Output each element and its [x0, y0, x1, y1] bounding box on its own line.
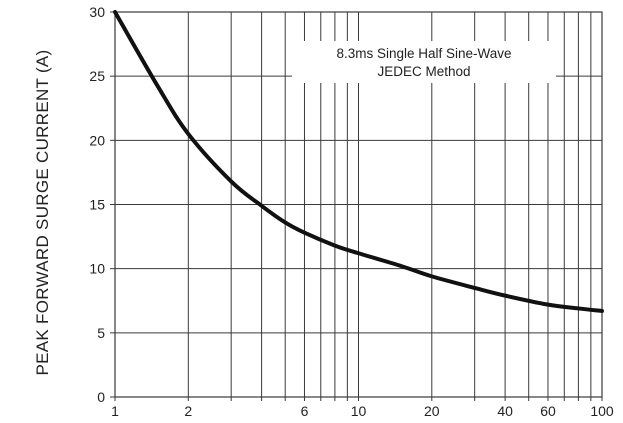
y-axis-label: PEAK FORWARD SURGE CURRENT (A) — [33, 49, 52, 375]
y-tick-label: 15 — [89, 197, 105, 213]
x-tick-labels: 1 2 6 10 20 40 60 100 — [111, 403, 614, 419]
y-tick-label: 25 — [89, 68, 105, 84]
annotation-box: 8.3ms Single Half Sine-Wave JEDEC Method — [292, 41, 556, 83]
annotation-line-1: 8.3ms Single Half Sine-Wave — [336, 46, 511, 61]
x-tick-label: 6 — [301, 403, 309, 419]
annotation-background — [292, 41, 556, 83]
x-tick-label: 10 — [351, 403, 367, 419]
y-tick-labels: 0 5 10 15 20 25 30 — [89, 4, 105, 405]
y-tick-label: 10 — [89, 261, 105, 277]
x-tick-label: 40 — [497, 403, 513, 419]
y-tick-label: 30 — [89, 4, 105, 20]
x-tick-label: 20 — [424, 403, 440, 419]
series-layer — [113, 10, 604, 314]
y-tick-label: 20 — [89, 132, 105, 148]
y-tick-label: 0 — [97, 389, 105, 405]
annotation-line-2: JEDEC Method — [377, 64, 470, 79]
x-tick-label: 1 — [111, 403, 119, 419]
x-tick-label: 100 — [590, 403, 614, 419]
series-line — [113, 10, 604, 314]
x-tick-label: 60 — [540, 403, 556, 419]
axes — [110, 11, 603, 401]
y-tick-label: 5 — [97, 325, 105, 341]
x-tick-label: 2 — [184, 403, 192, 419]
